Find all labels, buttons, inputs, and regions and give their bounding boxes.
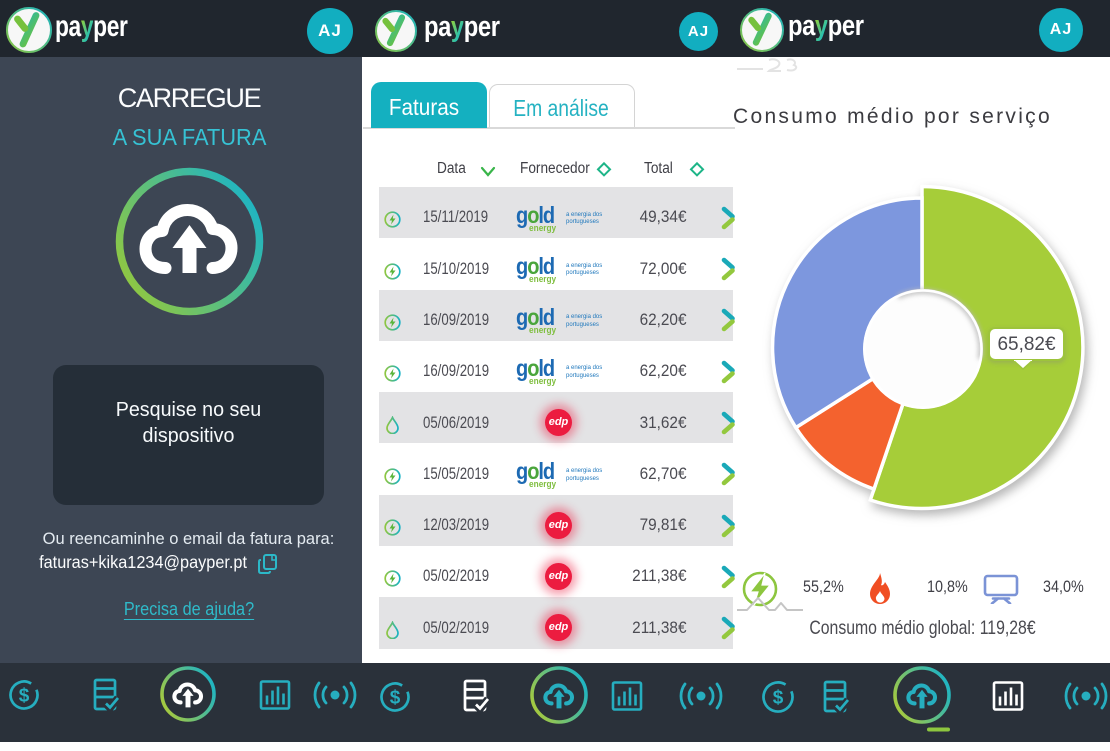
svg-text:$: $ (390, 688, 401, 709)
svg-text:$: $ (773, 688, 784, 709)
svg-text:$: $ (19, 686, 30, 707)
